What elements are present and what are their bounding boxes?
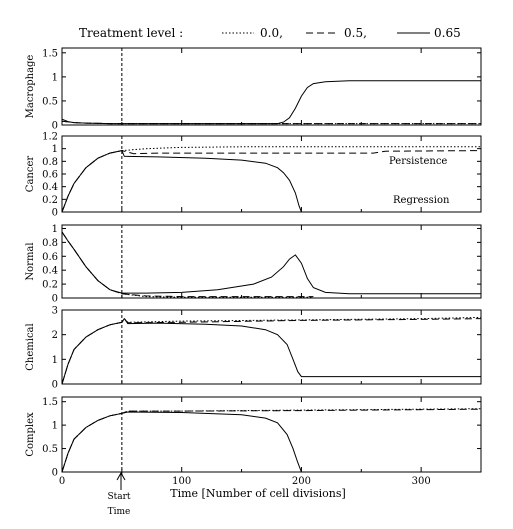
legend-title: Treatment level :: [79, 26, 183, 40]
y-tick-label: 1: [52, 224, 58, 235]
annotation-persistence: Persistence: [389, 156, 447, 167]
panel-chemical: 0 1 2 3 Chemical: [25, 306, 482, 391]
series-solid: [61, 411, 302, 473]
series-solid: [61, 80, 481, 125]
series-solid: [61, 231, 481, 295]
y-tick-label: 2: [52, 330, 58, 341]
y-axis-label: Chemical: [25, 323, 36, 370]
y-tick-label: 0: [52, 380, 58, 391]
legend: Treatment level : 0.0, 0.5, 0.65: [79, 26, 461, 40]
panel-complex: 0 0.5 1 1.5 0 100 200 300 Complex: [25, 396, 482, 487]
y-tick-label: 0.8: [42, 238, 58, 249]
panel-cancer: 0 0.2 0.40.6 0.8 11.2 Cancer: [25, 132, 482, 219]
panel-frame: [61, 396, 482, 473]
y-tick-label: 3: [52, 306, 58, 317]
y-tick-label: 0.2: [42, 195, 58, 206]
annotation-regression: Regression: [393, 195, 450, 206]
y-tick-label: 1.2: [42, 132, 58, 143]
y-tick-label: 0.4: [42, 266, 58, 277]
y-tick-label: 0: [52, 208, 58, 219]
series-dotted: [61, 408, 482, 473]
series-solid: [61, 150, 302, 213]
panel-normal: 0 0.2 0.4 0.6 0.8 1 Normal: [25, 224, 482, 305]
y-tick-label: 1.5: [42, 48, 58, 59]
series-dotted: [61, 231, 314, 298]
y-tick-label: 0.4: [42, 182, 58, 193]
series-solid: [61, 317, 481, 385]
y-tick-label: 1: [52, 355, 58, 366]
x-tick-label: 0: [59, 476, 65, 487]
start-label-line2: Time: [108, 507, 131, 517]
y-tick-label: 0.5: [42, 96, 58, 107]
legend-label-2: 0.65: [434, 26, 461, 40]
y-tick-label: 0: [52, 121, 58, 132]
start-time-marker: Start Time: [107, 471, 131, 517]
y-tick-label: 1: [52, 421, 58, 432]
x-axis-label: Time [Number of cell divisions]: [170, 487, 346, 500]
panel-frame: [61, 309, 482, 385]
y-tick-label: 0.6: [42, 252, 58, 263]
y-tick-label: 0.6: [42, 170, 58, 181]
y-axis-label: Cancer: [25, 156, 36, 193]
panel-macrophage: 0 0.5 1 1.5 Macrophage: [25, 47, 482, 132]
y-tick-label: 0: [52, 468, 58, 479]
start-label-line1: Start: [107, 492, 130, 502]
y-axis-label: Macrophage: [25, 55, 36, 119]
panels: 00.511.5Macrophage00.20.40.60.811.2Cance…: [25, 47, 482, 487]
y-tick-label: 1: [52, 72, 58, 83]
panel-frame: [61, 47, 482, 126]
y-tick-label: 0.8: [42, 157, 58, 168]
start-arrow-head: [116, 471, 126, 481]
x-tick-label: 300: [412, 476, 431, 487]
y-axis-label: Complex: [25, 412, 36, 457]
series-dashed: [61, 317, 482, 385]
series-dotted: [61, 316, 482, 385]
y-tick-label: 1: [52, 144, 58, 155]
panel-frame: [61, 224, 482, 299]
series-dashed: [61, 408, 482, 473]
x-tick-label: 100: [172, 476, 191, 487]
x-tick-label: 200: [292, 476, 311, 487]
y-tick-label: 1.5: [42, 397, 58, 408]
legend-label-0: 0.0,: [260, 26, 283, 40]
series-dashed: [61, 231, 314, 298]
y-tick-label: 0: [52, 294, 58, 305]
y-tick-label: 0.2: [42, 280, 58, 291]
y-axis-label: Normal: [25, 242, 36, 280]
y-tick-label: 0.5: [42, 444, 58, 455]
legend-label-1: 0.5,: [344, 26, 367, 40]
